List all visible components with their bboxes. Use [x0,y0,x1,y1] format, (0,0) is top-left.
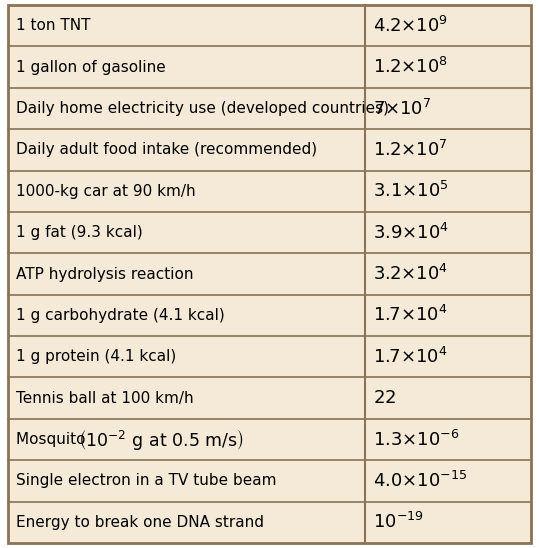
Text: $1.7{\times}10^{4}$: $1.7{\times}10^{4}$ [372,347,447,367]
Text: Mosquito: Mosquito [16,432,91,447]
Text: $7{\times}10^{7}$: $7{\times}10^{7}$ [372,99,431,118]
Text: $1.7{\times}10^{4}$: $1.7{\times}10^{4}$ [372,305,447,326]
Text: Single electron in a TV tube beam: Single electron in a TV tube beam [16,473,277,488]
Text: Daily home electricity use (developed countries): Daily home electricity use (developed co… [16,101,389,116]
Text: Energy to break one DNA strand: Energy to break one DNA strand [16,515,264,530]
Text: 1 gallon of gasoline: 1 gallon of gasoline [16,60,166,75]
Text: $3.9{\times}10^{4}$: $3.9{\times}10^{4}$ [372,222,449,243]
Text: 1000-kg car at 90 km/h: 1000-kg car at 90 km/h [16,184,196,199]
Text: 1 ton TNT: 1 ton TNT [16,18,91,33]
Text: $4.0{\times}10^{-15}$: $4.0{\times}10^{-15}$ [372,471,467,491]
Text: 1 g carbohydrate (4.1 kcal): 1 g carbohydrate (4.1 kcal) [16,308,225,323]
Text: $1.2{\times}10^{8}$: $1.2{\times}10^{8}$ [372,57,448,77]
Text: 1 g fat (9.3 kcal): 1 g fat (9.3 kcal) [16,225,143,240]
Text: $3.2{\times}10^{4}$: $3.2{\times}10^{4}$ [372,264,448,284]
Text: ATP hydrolysis reaction: ATP hydrolysis reaction [16,266,194,282]
Text: Tennis ball at 100 km/h: Tennis ball at 100 km/h [16,391,194,406]
Text: 1 g protein (4.1 kcal): 1 g protein (4.1 kcal) [16,349,176,364]
Text: Daily adult food intake (recommended): Daily adult food intake (recommended) [16,142,317,157]
Text: $4.2{\times}10^{9}$: $4.2{\times}10^{9}$ [372,16,447,36]
Text: $\left(10^{-2}\mathrm{\ g\ at\ 0.5\ m/s}\right)$: $\left(10^{-2}\mathrm{\ g\ at\ 0.5\ m/s}… [78,427,244,452]
Text: $3.1{\times}10^{5}$: $3.1{\times}10^{5}$ [372,181,448,201]
Text: $1.3{\times}10^{-6}$: $1.3{\times}10^{-6}$ [372,430,459,449]
Text: $10^{-19}$: $10^{-19}$ [372,512,424,532]
Text: $22$: $22$ [372,389,396,407]
Text: $1.2{\times}10^{7}$: $1.2{\times}10^{7}$ [372,140,447,160]
